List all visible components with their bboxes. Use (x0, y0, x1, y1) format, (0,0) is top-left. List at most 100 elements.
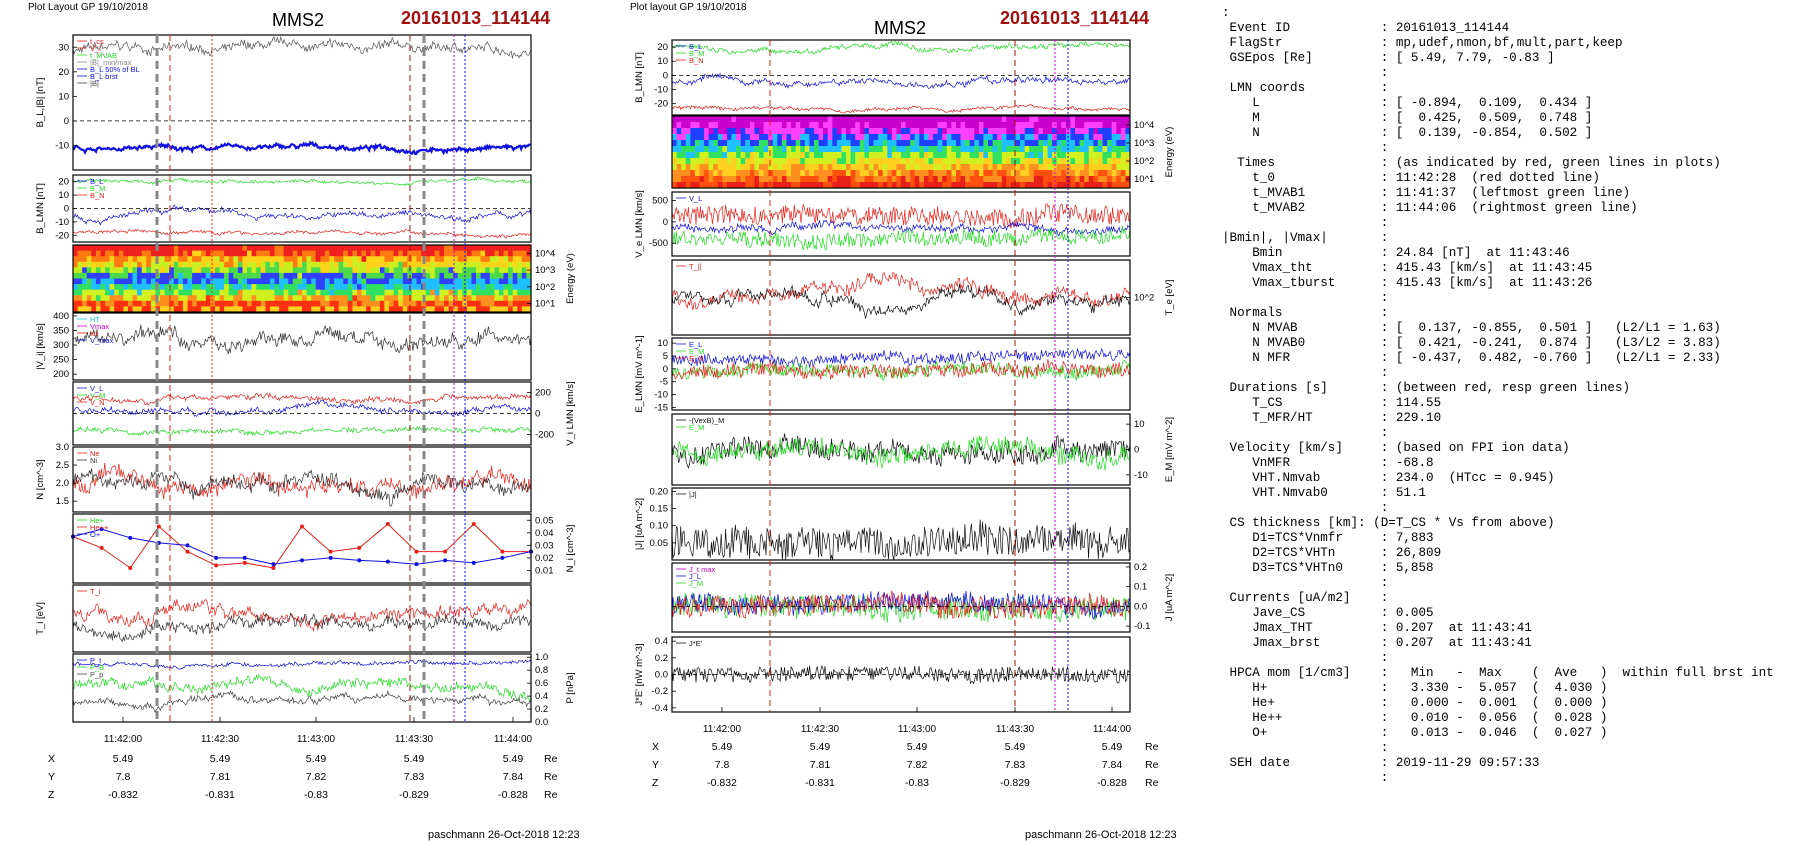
spectrogram-cell (146, 306, 152, 313)
spectrogram-cell (1043, 182, 1048, 189)
spectrogram-cell (453, 267, 459, 274)
spectrogram-cell (1010, 134, 1016, 141)
right-8-legend-entry: J_t max (689, 565, 716, 574)
spectrogram-cell (137, 278, 143, 285)
right-3-tick-label: -500 (649, 238, 668, 249)
spectrogram-cell (411, 306, 417, 313)
spectrogram-cell (73, 289, 78, 296)
spectrogram-cell (242, 256, 248, 263)
spectrogram-cell (800, 134, 806, 141)
spectrogram-cell (379, 284, 385, 291)
spectrogram-cell (974, 176, 980, 183)
spectrogram-cell (361, 289, 367, 296)
spectrogram-cell (919, 176, 925, 183)
spectrogram-cell (480, 306, 486, 313)
spectrogram-cell (704, 122, 710, 129)
spectrogram-cell (288, 306, 294, 313)
spectrogram-cell (288, 272, 294, 279)
spectrogram-cell (311, 300, 317, 307)
spectrogram-cell (146, 284, 152, 291)
spectrogram-cell (1047, 170, 1053, 177)
spectrogram-cell (823, 116, 829, 123)
spectrogram-cell (1010, 116, 1016, 123)
right-7-series-line (671, 519, 1131, 561)
spectrogram-cell (393, 295, 399, 302)
spectrogram-cell (105, 300, 111, 307)
spectrogram-cell (1084, 128, 1090, 135)
spectrogram-cell (379, 256, 385, 263)
spectrogram-cell (160, 300, 165, 307)
spectrogram-cell (1065, 152, 1071, 159)
spectrogram-cell (297, 278, 303, 285)
spectrogram-cell (338, 261, 344, 268)
spectrogram-cell (503, 295, 509, 302)
spectrogram-cell (809, 134, 815, 141)
spectrogram-cell (731, 176, 737, 183)
spectrogram-cell (873, 170, 879, 177)
spectrogram-cell (251, 295, 257, 302)
right-6-legend-entry: E_M (689, 423, 704, 432)
spectrogram-cell (704, 140, 710, 147)
spectrogram-cell (375, 261, 381, 268)
spectrogram-cell (150, 256, 156, 263)
spectrogram-cell (942, 146, 948, 153)
spectrogram-cell (946, 152, 952, 159)
spectrogram-cell (951, 134, 957, 141)
spectrogram-cell (914, 182, 920, 189)
spectrogram-cell (192, 272, 198, 279)
spectrogram-cell (1116, 128, 1122, 135)
spectrogram-cell (219, 284, 225, 291)
right-5-legend-entry: E_L (689, 340, 702, 349)
spectrogram-cell (942, 164, 948, 171)
spectrogram-cell (901, 182, 906, 189)
spectrogram-cell (274, 289, 280, 296)
spectrogram-cell (1033, 158, 1039, 165)
spectrogram-cell (334, 261, 340, 268)
spectrogram-cell (173, 306, 179, 313)
spectrogram-cell (334, 306, 340, 313)
spectrogram-cell (804, 134, 810, 141)
spectrogram-cell (814, 182, 819, 189)
spectrogram-cell (150, 289, 156, 296)
spectrogram-cell (498, 295, 504, 302)
spectrogram-cell (302, 267, 307, 274)
spectrogram-cell (910, 158, 916, 165)
spectrogram-cell (818, 122, 824, 129)
spectrogram-cell (1029, 164, 1035, 171)
spectrogram-cell (302, 278, 307, 285)
spectrogram-cell (320, 267, 326, 274)
spectrogram-cell (736, 146, 742, 153)
spectrogram-cell (960, 176, 966, 183)
spectrogram-cell (233, 278, 239, 285)
spectrogram-cell (297, 300, 303, 307)
spectrogram-cell (1120, 182, 1126, 189)
spectrogram-cell (965, 122, 971, 129)
spectrogram-cell (86, 245, 92, 251)
spectrogram-cell (375, 272, 381, 279)
spectrogram-cell (933, 164, 939, 171)
spectrogram-cell (978, 158, 984, 165)
spectrogram-cell (942, 128, 948, 135)
spectrogram-cell (448, 272, 454, 279)
spectrogram-cell (1070, 146, 1076, 153)
spectrogram-cell (676, 122, 682, 129)
spectrogram-cell (398, 250, 404, 257)
spectrogram-cell (791, 176, 797, 183)
spectrogram-cell (910, 128, 916, 135)
spectrogram-cell (992, 170, 998, 177)
spectrogram-cell (247, 278, 252, 285)
left-coord-unit: Re (544, 789, 558, 801)
spectrogram-cell (1001, 164, 1007, 171)
spectrogram-cell (1015, 116, 1021, 123)
spectrogram-cell (389, 289, 394, 296)
spectrogram-cell (887, 170, 893, 177)
spectrogram-cell (389, 256, 394, 263)
spectrogram-cell (873, 122, 879, 129)
spectrogram-cell (260, 284, 266, 291)
spectrogram-cell (302, 300, 307, 307)
spectrogram-cell (681, 170, 687, 177)
spectrogram-cell (1065, 116, 1071, 123)
spectrogram-cell (1038, 140, 1044, 147)
spectrogram-cell (196, 272, 202, 279)
spectrogram-cell (237, 306, 243, 313)
